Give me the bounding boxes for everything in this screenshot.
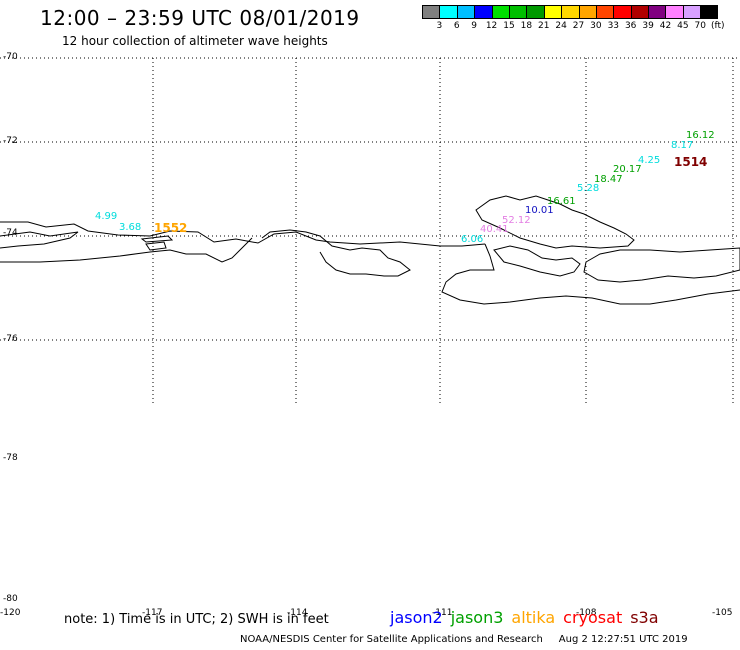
wave-height-label: 3.68 <box>119 222 142 233</box>
satellite-jason2: jason2 <box>390 608 443 627</box>
lat-label: -74 <box>3 228 18 238</box>
legend-tick-label: 33 <box>607 21 620 31</box>
lat-label: -70 <box>3 52 18 62</box>
legend-swatch <box>456 5 475 19</box>
coastline <box>0 195 740 305</box>
lon-label: -111 <box>432 608 453 618</box>
coastline-east-ridge <box>475 195 635 249</box>
legend-swatch <box>474 5 492 19</box>
credit-text: NOAA/NESDIS Center for Satellite Applica… <box>240 634 543 645</box>
legend-swatches <box>422 5 725 19</box>
coastline-east-bay <box>441 243 740 305</box>
legend-swatch <box>543 5 562 19</box>
wave-height-label: 8.17 <box>671 140 694 151</box>
color-legend: 3 6 9 12 15 18 21 24 27 30 33 36 39 42 45 70 (ft) <box>422 5 725 31</box>
lon-label: -120 <box>0 608 21 618</box>
wave-height-label: 18.47 <box>594 174 623 185</box>
legend-tick-label: 24 <box>555 21 567 31</box>
island-small-1 <box>145 241 167 251</box>
legend-tick-label: 18 <box>520 21 533 31</box>
legend-tick-label: 45 <box>677 21 689 31</box>
coastline-east-island <box>583 247 740 283</box>
legend-tick-label: 15 <box>503 21 515 31</box>
legend-swatch <box>526 5 544 19</box>
wave-height-label: 4.99 <box>95 211 118 222</box>
legend-unit: (ft) <box>710 21 725 31</box>
satellite-jason3: jason3 <box>450 608 504 627</box>
units-note: note: 1) Time is in UTC; 2) SWH is in fe… <box>64 612 329 627</box>
lon-label: -114 <box>287 608 308 618</box>
wave-height-label: 5.28 <box>577 183 600 194</box>
legend-swatch <box>439 5 457 19</box>
wave-height-label: 52.12 <box>502 215 531 226</box>
legend-swatch <box>578 5 596 19</box>
satellite-altika: altika <box>511 608 556 627</box>
wave-height-label: 6.06 <box>461 234 484 245</box>
legend-swatch <box>422 5 440 19</box>
pass-time-label: 1514 <box>674 155 708 169</box>
legend-tick-label: 9 <box>471 21 478 31</box>
legend-tick-label: 42 <box>659 21 672 31</box>
satellite-legend: jason2 jason3 altika cryosat s3a <box>390 608 667 627</box>
legend-swatch <box>613 5 631 19</box>
lon-label: -117 <box>142 608 163 618</box>
legend-tick-label: 30 <box>590 21 602 31</box>
wave-height-label: 40.41 <box>480 224 509 235</box>
legend-tick-label: 6 <box>453 21 460 31</box>
wave-height-label: 10.01 <box>525 205 554 216</box>
lat-label: -72 <box>3 136 18 146</box>
legend-swatch <box>508 5 527 19</box>
legend-swatch <box>700 5 718 19</box>
legend-swatch <box>491 5 509 19</box>
wave-height-label: 16.61 <box>547 196 576 207</box>
map-title: 12:00 – 23:59 UTC 08/01/2019 <box>40 6 360 30</box>
legend-swatch <box>561 5 579 19</box>
wave-height-label: 4.25 <box>638 155 661 166</box>
satellite-cryosat: cryosat <box>563 608 623 627</box>
coastline-east-inlet <box>493 245 581 277</box>
legend-tick-label: 70 <box>694 21 706 31</box>
legend-tick-label: 21 <box>538 21 550 31</box>
legend-tick-label: 12 <box>485 21 498 31</box>
graticule <box>0 57 740 405</box>
legend-ticks: 3 6 9 12 15 18 21 24 27 30 33 36 39 42 45 70 (ft) <box>422 21 725 31</box>
pass-time-label: 1552 <box>154 221 188 235</box>
legend-tick-label: 3 <box>436 21 443 31</box>
legend-tick-label: 27 <box>572 21 585 31</box>
map-subtitle: 12 hour collection of altimeter wave hei… <box>62 34 328 48</box>
coastline-west-island <box>0 231 79 249</box>
legend-swatch <box>682 5 701 19</box>
coastline-west-ice <box>0 237 253 263</box>
wave-height-label: 20.17 <box>613 164 642 175</box>
coastline-west-shelf <box>0 221 486 247</box>
wave-height-label: 16.12 <box>686 130 715 141</box>
legend-tick-label: 39 <box>642 21 654 31</box>
legend-swatch <box>595 5 614 19</box>
lon-label: -105 <box>712 608 733 618</box>
legend-swatch <box>648 5 666 19</box>
satellite-s3a: s3a <box>630 608 659 627</box>
legend-tick-label: 36 <box>624 21 637 31</box>
generated-timestamp: Aug 2 12:27:51 UTC 2019 <box>558 634 688 645</box>
credit-line: NOAA/NESDIS Center for Satellite Applica… <box>240 634 688 645</box>
lat-label: -80 <box>3 594 18 604</box>
legend-swatch <box>630 5 649 19</box>
island-small-2 <box>140 235 174 243</box>
lon-label: -108 <box>576 608 597 618</box>
legend-swatch <box>665 5 683 19</box>
coastline-central-peninsula <box>261 229 411 277</box>
lat-label: -78 <box>3 453 18 463</box>
lat-label: -76 <box>3 334 18 344</box>
